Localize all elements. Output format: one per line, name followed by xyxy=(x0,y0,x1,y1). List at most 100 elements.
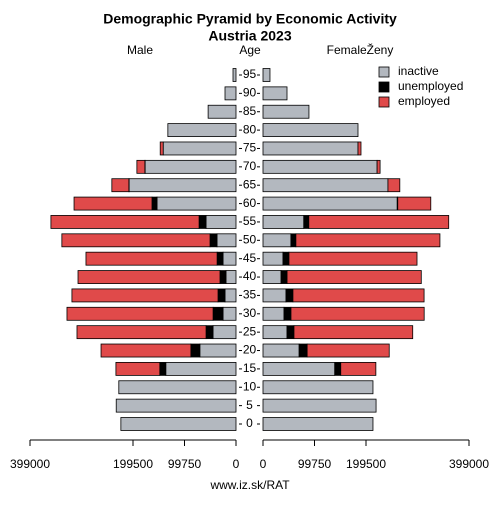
bar xyxy=(137,160,145,173)
bar xyxy=(157,197,236,210)
bar xyxy=(283,252,289,265)
bar xyxy=(263,289,286,302)
bar xyxy=(223,307,236,320)
bar xyxy=(289,252,417,265)
bar xyxy=(213,326,236,339)
bar xyxy=(291,234,296,247)
bar xyxy=(263,399,376,412)
bar xyxy=(160,142,163,155)
bar xyxy=(358,142,361,155)
x-tick-label: 199500 xyxy=(113,457,153,471)
right-label: FemaleŽeny xyxy=(327,42,394,57)
bar xyxy=(281,271,287,284)
bar xyxy=(263,69,270,82)
bar xyxy=(166,362,236,375)
bar xyxy=(304,215,309,228)
legend-label: unemployed xyxy=(398,79,463,93)
chart-subtitle: Austria 2023 xyxy=(208,28,291,44)
bar xyxy=(217,234,236,247)
y-tick-label: 80 xyxy=(243,122,257,136)
legend-swatch xyxy=(379,82,389,92)
bar xyxy=(294,326,413,339)
y-tick-label: 65 xyxy=(243,177,257,191)
bar xyxy=(263,87,287,100)
bar xyxy=(129,179,236,192)
bar xyxy=(377,160,380,173)
y-tick-label: 50 xyxy=(243,232,257,246)
bar xyxy=(191,344,200,357)
bar xyxy=(200,344,236,357)
y-tick-label: 75 xyxy=(243,141,257,155)
y-tick-label: 55 xyxy=(243,214,257,228)
bar xyxy=(263,307,284,320)
bar xyxy=(263,252,283,265)
bar xyxy=(263,105,309,118)
bar xyxy=(74,197,152,210)
x-tick-label: 99750 xyxy=(298,457,332,471)
left-label: Male xyxy=(127,43,153,57)
bar xyxy=(62,234,210,247)
bar xyxy=(168,124,236,137)
x-tick-label: 0 xyxy=(260,457,267,471)
bar xyxy=(210,234,217,247)
y-tick-label: 0 xyxy=(246,416,253,430)
source: www.iz.sk/RAT xyxy=(209,478,290,492)
bar xyxy=(226,271,236,284)
y-tick-label: 90 xyxy=(243,86,257,100)
bar xyxy=(116,399,236,412)
bar xyxy=(220,271,226,284)
bar xyxy=(160,362,166,375)
y-tick-label: 45 xyxy=(243,251,257,265)
bar xyxy=(112,179,129,192)
bar xyxy=(398,197,431,210)
bar xyxy=(291,307,424,320)
bar xyxy=(206,326,213,339)
bar xyxy=(286,289,293,302)
bar xyxy=(263,160,377,173)
bar xyxy=(86,252,217,265)
y-tick-label: 70 xyxy=(243,159,257,173)
bar xyxy=(217,252,223,265)
bar xyxy=(263,271,281,284)
bar xyxy=(67,307,213,320)
bar xyxy=(101,344,191,357)
bar xyxy=(77,326,206,339)
bar xyxy=(119,381,236,394)
bar xyxy=(263,234,291,247)
bar xyxy=(225,87,236,100)
bar xyxy=(121,418,236,431)
bar xyxy=(263,124,358,137)
x-tick-label: 399000 xyxy=(449,457,489,471)
bar xyxy=(335,362,341,375)
y-tick-label: 85 xyxy=(243,104,257,118)
bar xyxy=(116,362,160,375)
bar xyxy=(263,418,373,431)
bar xyxy=(223,252,236,265)
legend-swatch xyxy=(379,97,389,107)
legend-label: employed xyxy=(398,94,450,108)
legend-swatch xyxy=(379,67,389,77)
y-tick-label: 60 xyxy=(243,196,257,210)
bar xyxy=(284,307,291,320)
y-tick-label: 10 xyxy=(243,379,257,393)
x-tick-label: 99750 xyxy=(168,457,202,471)
bar xyxy=(218,289,225,302)
bar xyxy=(263,179,388,192)
bar xyxy=(263,326,287,339)
bar xyxy=(206,215,236,228)
y-tick-label: 35 xyxy=(243,288,257,302)
y-tick-label: 95 xyxy=(243,67,257,81)
y-tick-label: 25 xyxy=(243,324,257,338)
bar xyxy=(293,289,424,302)
bar xyxy=(145,160,236,173)
bar xyxy=(72,289,218,302)
bar xyxy=(263,381,373,394)
bar xyxy=(51,215,199,228)
bar xyxy=(199,215,206,228)
bar xyxy=(163,142,236,155)
bar xyxy=(233,69,236,82)
x-tick-label: 0 xyxy=(233,457,240,471)
bar xyxy=(263,344,299,357)
bar xyxy=(296,234,440,247)
